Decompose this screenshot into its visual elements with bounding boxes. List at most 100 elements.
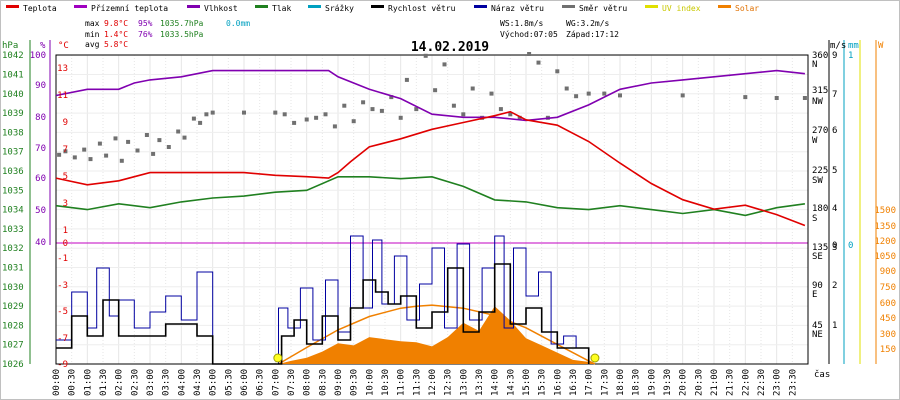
axis-unit-rain: mm [848, 41, 859, 51]
axis-unit-wind: m/s [830, 41, 846, 51]
tick-label-pressure: 1026 [2, 360, 24, 370]
tick-label-temperature: -5 [57, 307, 68, 317]
tick-label-time: 11:30 [412, 369, 422, 396]
tick-label-wind-direction: N [812, 60, 817, 70]
tick-label-time: 07:00 [271, 369, 281, 396]
tick-label-wind-direction: 135 [812, 243, 828, 253]
wind-direction-point [508, 112, 513, 117]
wind-direction-point [618, 93, 622, 98]
tick-label-time: 20:00 [679, 369, 689, 396]
wind-direction-point [176, 129, 181, 134]
tick-label-temperature: 11 [57, 91, 68, 101]
tick-label-time: 16:30 [569, 369, 579, 396]
stat-min-temp: 1.4°C [104, 30, 128, 39]
wind-direction-point [442, 62, 447, 67]
stat-max-hum: 95% [138, 19, 153, 28]
legend-swatch [371, 5, 384, 8]
wind-direction-point [191, 116, 196, 121]
tick-label-humidity: 40 [35, 238, 46, 248]
wind-direction-point [555, 69, 560, 74]
tick-label-pressure: 1041 [2, 71, 24, 81]
legend-label: Tlak [272, 4, 291, 13]
tick-label-time: 08:30 [318, 369, 328, 396]
stats-panel: max 9.8°C 95% 1035.7hPa 0.0mm min 1.4°C … [85, 19, 250, 49]
wind-direction-point [517, 115, 522, 120]
legend-swatch [474, 5, 487, 8]
wind-direction-point [389, 95, 394, 100]
tick-label-wind-direction: 270 [812, 126, 828, 136]
tick-label-wind-direction: NW [812, 97, 823, 107]
axis-unit-pressure: hPa [2, 41, 18, 51]
wind-direction-point [72, 155, 77, 160]
tick-label-time: 03:00 [146, 369, 156, 396]
tick-label-solar: 600 [880, 299, 896, 309]
wind-direction-point [82, 147, 87, 152]
stat-min-label: min [85, 30, 100, 39]
legend-swatch [74, 5, 87, 8]
wind-direction-point [404, 77, 409, 82]
axis-unit-humidity: % [40, 41, 46, 51]
legend-label: Rychlost větru [388, 4, 456, 13]
legend-label: Solar [735, 4, 759, 13]
wind-direction-point [210, 110, 215, 115]
tick-label-temperature: -1 [57, 254, 68, 264]
tick-label-pressure: 1034 [2, 206, 24, 216]
wind-direction-point [292, 120, 297, 125]
stat-max-press: 1035.7hPa [160, 19, 204, 28]
wind-direction-point [351, 119, 356, 124]
wind-direction-point [198, 120, 203, 125]
tick-label-solar: 900 [880, 267, 896, 277]
series-humidity-line [55, 69, 805, 122]
stat-rain: 0.0mm [226, 19, 250, 28]
wind-direction-point [536, 60, 541, 65]
tick-label-wind-direction: 225 [812, 166, 828, 176]
wind-direction-point [433, 88, 438, 93]
tick-label-time: 10:00 [365, 369, 375, 396]
tick-label-humidity: 100 [30, 51, 46, 61]
wind-direction-point [342, 103, 347, 108]
tick-label-humidity: 60 [35, 174, 46, 184]
wind-direction-point [586, 91, 591, 96]
wind-direction-point [323, 112, 328, 117]
tick-label-time: 09:30 [350, 369, 360, 396]
tick-label-time: 06:30 [256, 369, 266, 396]
wind-direction-point [423, 53, 428, 58]
tick-label-time: 23:00 [773, 369, 783, 396]
wind-direction-point [63, 149, 68, 154]
tick-label-time: 15:00 [522, 369, 532, 396]
axes: 1042104110401039103810371036103510341033… [2, 40, 896, 396]
wind-direction-point [166, 145, 171, 149]
tick-label-wind-direction: 90 [812, 281, 823, 291]
legend-swatch [6, 5, 19, 8]
tick-label-time: 07:30 [287, 369, 297, 396]
wind-direction-point [398, 115, 403, 120]
tick-label-time: 00:00 [52, 369, 62, 396]
wind-direction-point [157, 138, 162, 143]
tick-label-solar: 150 [880, 345, 896, 355]
tick-label-pressure: 1028 [2, 321, 24, 331]
sunset-stat: Západ:17:12 [566, 30, 619, 39]
wind-direction-point [774, 96, 779, 100]
wind-gust-stat: WG:3.2m/s [566, 19, 610, 28]
series-solar-area [278, 306, 595, 364]
tick-label-humidity: 50 [35, 206, 46, 216]
wind-direction-point [489, 91, 494, 96]
tick-label-time: 03:30 [162, 369, 172, 396]
wind-direction-point [97, 141, 102, 146]
chart-title: 14.02.2019 [411, 40, 489, 55]
tick-label-humidity: 90 [35, 81, 46, 91]
tick-label-temperature: 3 [63, 199, 68, 209]
tick-label-wind-speed: 3 [832, 243, 837, 253]
tick-label-rain: 1 [848, 51, 853, 61]
wind-stats-panel: WS:1.8m/s WG:3.2m/s Východ:07:05 Západ:1… [500, 19, 619, 39]
legend-swatch [562, 5, 575, 8]
tick-label-humidity: 70 [35, 144, 46, 154]
tick-label-wind-direction: E [812, 290, 817, 300]
tick-label-time: 06:00 [240, 369, 250, 396]
tick-label-solar: 1050 [874, 252, 896, 262]
axis-unit-temperature: °C [58, 41, 69, 51]
tick-label-wind-direction: S [812, 214, 817, 224]
tick-label-pressure: 1030 [2, 283, 24, 293]
tick-label-time: 17:30 [600, 369, 610, 396]
tick-label-time: 01:30 [99, 369, 109, 396]
